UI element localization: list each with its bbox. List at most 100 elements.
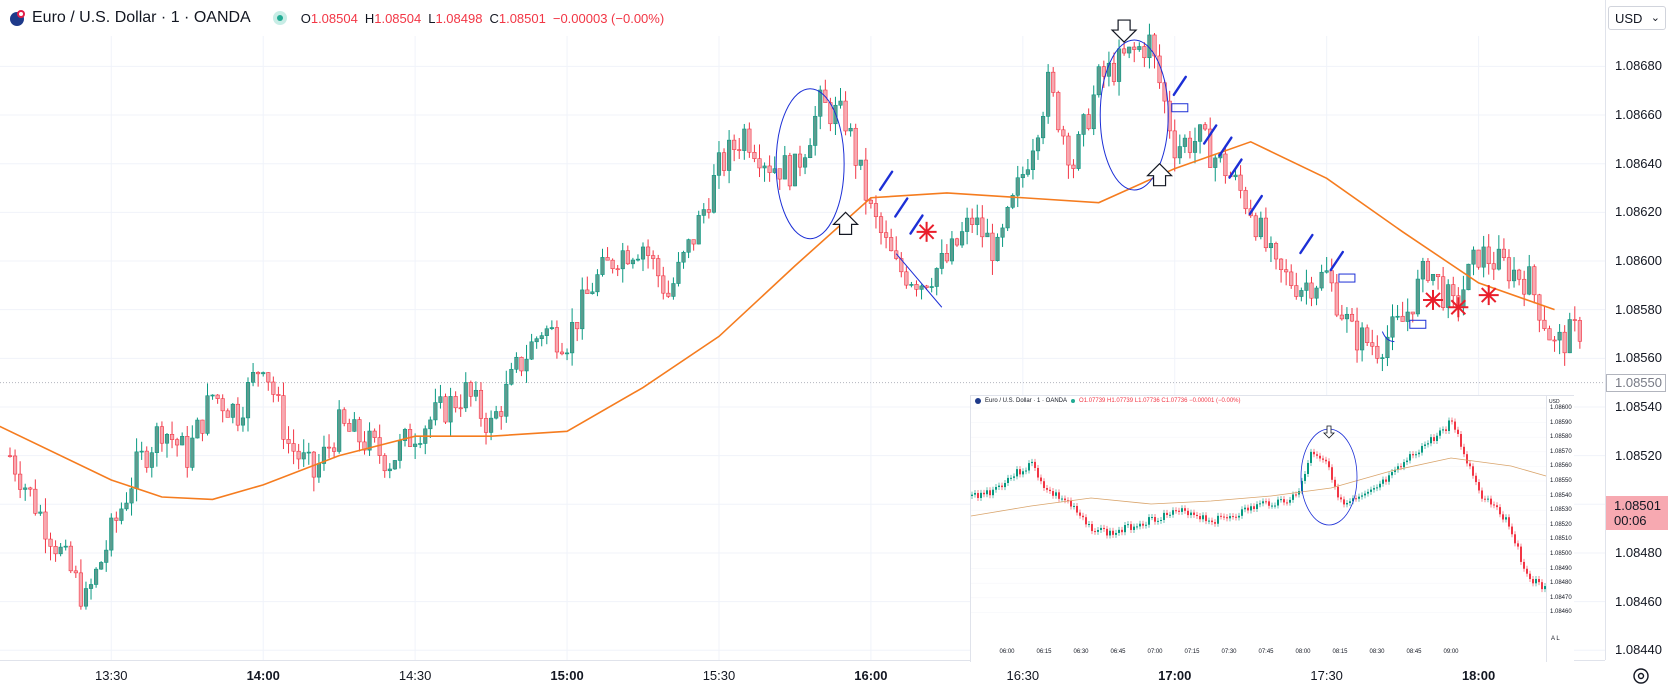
inset-time-tick: 07:45 xyxy=(1258,649,1274,655)
candle-body-up xyxy=(1213,157,1218,168)
candle-body-down xyxy=(1400,315,1405,322)
inset-candle-body xyxy=(1334,479,1336,487)
inset-price-tick: 1.08470 xyxy=(1550,594,1572,601)
candle-body-down xyxy=(970,217,975,225)
market-status-icon[interactable] xyxy=(272,11,287,25)
candle-body-up xyxy=(1041,116,1046,139)
inset-candle-body xyxy=(1229,516,1231,519)
inset-price-tick: 1.08550 xyxy=(1550,478,1572,484)
inset-candle-body xyxy=(1061,498,1063,500)
candle-body-down xyxy=(853,127,858,166)
inset-candle-body xyxy=(1487,498,1489,500)
last-price-label: 1.08501 00:06 xyxy=(1606,496,1668,530)
inset-candle-body xyxy=(1148,517,1150,525)
inset-candle-body xyxy=(1178,510,1180,512)
time-tick-label: 18:00 xyxy=(1461,668,1496,683)
candle-body-up xyxy=(99,562,104,570)
inset-candle-body xyxy=(1391,472,1393,476)
inset-candle-body xyxy=(1130,524,1132,530)
candle-body-down xyxy=(610,259,615,270)
inset-candle-body xyxy=(1346,502,1348,505)
candle-body-down xyxy=(78,572,83,607)
inset-plot xyxy=(971,407,1547,613)
inset-candle-body xyxy=(1217,515,1219,524)
inset-candle-body xyxy=(1076,505,1078,513)
currency-select[interactable]: USD ⌄ xyxy=(1608,6,1666,30)
candle-body-down xyxy=(899,258,904,273)
candle-body-up xyxy=(38,511,43,514)
candle-body-down xyxy=(519,356,524,372)
ohlc-change: −0.00003 (−0.00%) xyxy=(552,10,665,26)
price-axis[interactable] xyxy=(1605,0,1674,660)
candle-body-down xyxy=(256,372,261,375)
candle-body-up xyxy=(1177,146,1182,159)
candle-body-up xyxy=(1137,46,1142,50)
inset-price-tick: 1.08540 xyxy=(1550,492,1572,499)
candle-body-down xyxy=(894,250,899,259)
inset-candle-body xyxy=(1181,508,1183,512)
inset-candle-body xyxy=(1292,494,1294,500)
annotation-slash xyxy=(1202,124,1218,145)
annotation-slash xyxy=(1218,136,1233,157)
time-axis[interactable] xyxy=(0,660,1605,696)
candle-body-up xyxy=(1395,315,1400,318)
candle-body-up xyxy=(154,426,159,453)
price-tick-label: 1.08660 xyxy=(1615,107,1662,123)
inset-candle-body xyxy=(1058,492,1060,499)
candle-body-up xyxy=(1299,290,1304,297)
inset-candle-body xyxy=(1457,429,1459,435)
candle-body-up xyxy=(939,253,944,269)
candle-body-up xyxy=(1030,150,1036,170)
candle-body-down xyxy=(615,268,620,271)
inset-candle-body xyxy=(1097,529,1099,532)
inset-candle-body xyxy=(1301,480,1303,492)
inset-candle-body xyxy=(1379,483,1381,488)
inset-candle-body xyxy=(1352,498,1354,502)
candle-body-up xyxy=(727,139,732,171)
candle-body-down xyxy=(342,409,347,424)
candle-body-up xyxy=(438,396,443,403)
candle-body-up xyxy=(544,328,549,336)
candle-body-up xyxy=(514,356,519,370)
inset-candle-body xyxy=(1310,451,1312,463)
candle-body-up xyxy=(58,546,63,555)
price-tick-label: 1.08520 xyxy=(1615,447,1662,463)
inset-candle-body xyxy=(1358,496,1360,499)
settings-icon[interactable] xyxy=(1631,666,1651,686)
candle-body-up xyxy=(1005,207,1010,229)
candle-body-down xyxy=(326,446,332,449)
candle-body-up xyxy=(1380,357,1385,360)
inset-candle-body xyxy=(1121,529,1123,533)
candle-body-down xyxy=(458,407,463,410)
candle-body-up xyxy=(337,409,342,452)
candle-body-up xyxy=(301,452,306,460)
candle-body-up xyxy=(63,545,68,548)
inset-ohlc: O1.07739 H1.07739 L1.07736 C1.07736 −0.0… xyxy=(1079,398,1241,404)
inset-candle-body xyxy=(974,492,976,495)
annotation-slash xyxy=(1329,250,1344,272)
inset-candle-body xyxy=(1166,512,1168,515)
candle-body-down xyxy=(1436,274,1441,278)
inset-candle-body xyxy=(1265,501,1267,503)
candle-body-down xyxy=(114,517,119,521)
candle-body-up xyxy=(590,291,595,294)
inset-candle-body xyxy=(1493,504,1495,506)
annotation-trend-line xyxy=(895,253,943,308)
inset-candle-body xyxy=(1049,489,1051,492)
candle-body-up xyxy=(580,289,585,330)
candle-body-down xyxy=(1142,46,1147,59)
candle-body-up xyxy=(23,487,28,490)
symbol-title[interactable]: Euro / U.S. Dollar · 1 · OANDA xyxy=(32,9,251,26)
candle-body-up xyxy=(929,286,934,288)
candle-body-down xyxy=(721,152,727,171)
price-tick-label: 1.08440 xyxy=(1615,642,1662,658)
candle-body-down xyxy=(332,447,337,452)
ohlc-open: O1.08504 xyxy=(300,10,358,26)
inset-candle-body xyxy=(1268,501,1270,506)
candle-body-up xyxy=(88,584,94,589)
moving-average-line xyxy=(0,140,1555,501)
inset-candle-body xyxy=(983,492,985,495)
candle-body-up xyxy=(109,517,114,551)
inset-candle-body xyxy=(1406,460,1408,463)
candle-body-down xyxy=(33,488,38,514)
